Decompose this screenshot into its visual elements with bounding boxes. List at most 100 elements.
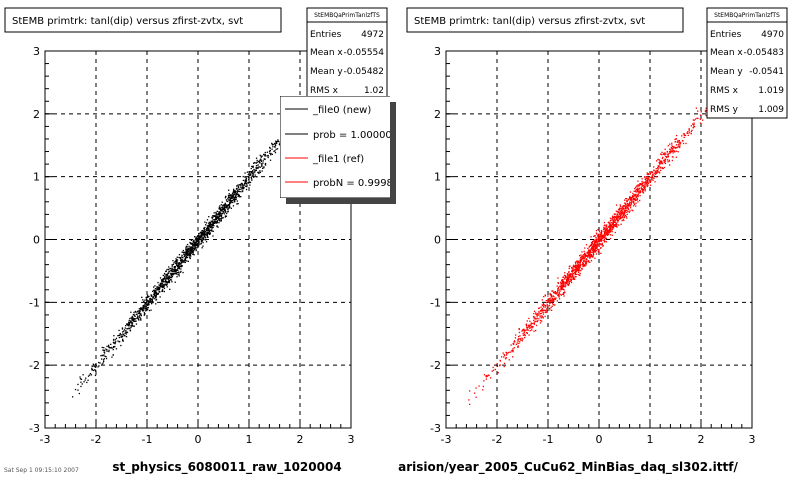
scatter-point	[182, 271, 184, 274]
scatter-point	[103, 360, 105, 363]
scatter-point	[204, 237, 206, 239]
scatter-point	[538, 314, 540, 316]
scatter-point	[185, 248, 187, 250]
scatter-point	[600, 232, 603, 234]
scatter-point	[174, 273, 176, 275]
scatter-point	[221, 206, 223, 209]
scatter-point	[613, 224, 616, 226]
scatter-point	[515, 334, 517, 336]
scatter-point	[690, 133, 692, 135]
legend-label-file0: _file0 (new)	[312, 105, 371, 116]
scatter-point	[486, 375, 489, 377]
scatter-point	[579, 258, 581, 260]
scatter-point	[267, 155, 269, 157]
scatter-point	[158, 290, 160, 293]
scatter-point	[240, 183, 242, 185]
scatter-point	[274, 146, 276, 148]
scatter-point	[206, 227, 208, 229]
scatter-point	[609, 234, 612, 236]
scatter-point	[232, 197, 234, 199]
scatter-point	[244, 176, 246, 178]
scatter-point	[679, 142, 681, 144]
scatter-point	[538, 310, 540, 313]
scatter-point	[151, 299, 153, 301]
scatter-point	[534, 321, 536, 323]
scatter-point	[585, 260, 587, 262]
scatter-point	[192, 244, 194, 246]
scatter-point	[594, 246, 596, 249]
scatter-point	[213, 212, 215, 214]
scatter-point	[193, 248, 195, 251]
scatter-point	[585, 258, 587, 261]
scatter-point	[637, 187, 639, 189]
scatter-point	[181, 256, 183, 258]
scatter-point	[210, 220, 212, 222]
scatter-point	[656, 171, 658, 173]
scatter-point	[175, 270, 177, 272]
scatter-point	[637, 193, 639, 195]
scatter-point	[540, 306, 542, 308]
scatter-point	[189, 248, 191, 251]
scatter-point	[204, 235, 206, 237]
scatter-point	[568, 277, 570, 279]
scatter-point	[154, 285, 156, 287]
scatter-point	[556, 300, 558, 302]
scatter-point	[103, 358, 105, 360]
scatter-point	[192, 249, 195, 252]
scatter-point	[564, 272, 566, 274]
scatter-point	[563, 283, 565, 285]
left-stat-entries-value: 4972	[361, 30, 384, 40]
scatter-point	[574, 265, 576, 267]
scatter-point	[212, 235, 214, 237]
scatter-point	[622, 209, 624, 211]
scatter-point	[591, 251, 593, 254]
scatter-point	[548, 298, 550, 300]
scatter-point	[90, 374, 93, 376]
scatter-point	[228, 205, 231, 208]
scatter-point	[594, 242, 596, 244]
scatter-point	[646, 172, 648, 174]
scatter-point	[195, 241, 198, 243]
scatter-point	[654, 171, 657, 173]
scatter-point	[209, 224, 211, 226]
scatter-point	[674, 141, 676, 143]
scatter-point	[269, 147, 271, 149]
scatter-point	[94, 365, 96, 368]
scatter-point	[586, 256, 589, 258]
scatter-point	[206, 236, 209, 238]
scatter-point	[475, 396, 477, 398]
scatter-point	[617, 209, 620, 211]
scatter-point	[143, 300, 145, 303]
scatter-point	[485, 375, 487, 377]
scatter-point	[538, 318, 540, 320]
scatter-point	[209, 229, 212, 231]
scatter-point	[178, 275, 180, 277]
scatter-point	[491, 370, 493, 372]
scatter-point	[645, 182, 647, 185]
scatter-point	[192, 253, 194, 255]
scatter-point	[547, 295, 549, 297]
scatter-point	[506, 352, 508, 354]
scatter-point	[114, 341, 117, 343]
scatter-point	[587, 252, 590, 255]
scatter-point	[598, 240, 600, 242]
scatter-point	[619, 205, 622, 207]
scatter-point	[600, 252, 602, 254]
right-stat-rmsx-value: 1.019	[758, 86, 784, 96]
scatter-point	[565, 281, 568, 283]
scatter-point	[131, 319, 133, 321]
scatter-point	[228, 189, 230, 191]
scatter-point	[646, 173, 648, 176]
scatter-point	[171, 276, 173, 278]
scatter-point	[587, 260, 589, 262]
scatter-point	[156, 286, 158, 288]
scatter-point	[134, 310, 136, 313]
scatter-point	[628, 198, 630, 200]
scatter-point	[204, 226, 206, 229]
scatter-point	[538, 307, 541, 309]
scatter-point	[639, 190, 641, 192]
scatter-point	[594, 246, 596, 248]
scatter-point	[251, 179, 253, 181]
scatter-point	[106, 349, 108, 351]
scatter-point	[582, 258, 584, 260]
